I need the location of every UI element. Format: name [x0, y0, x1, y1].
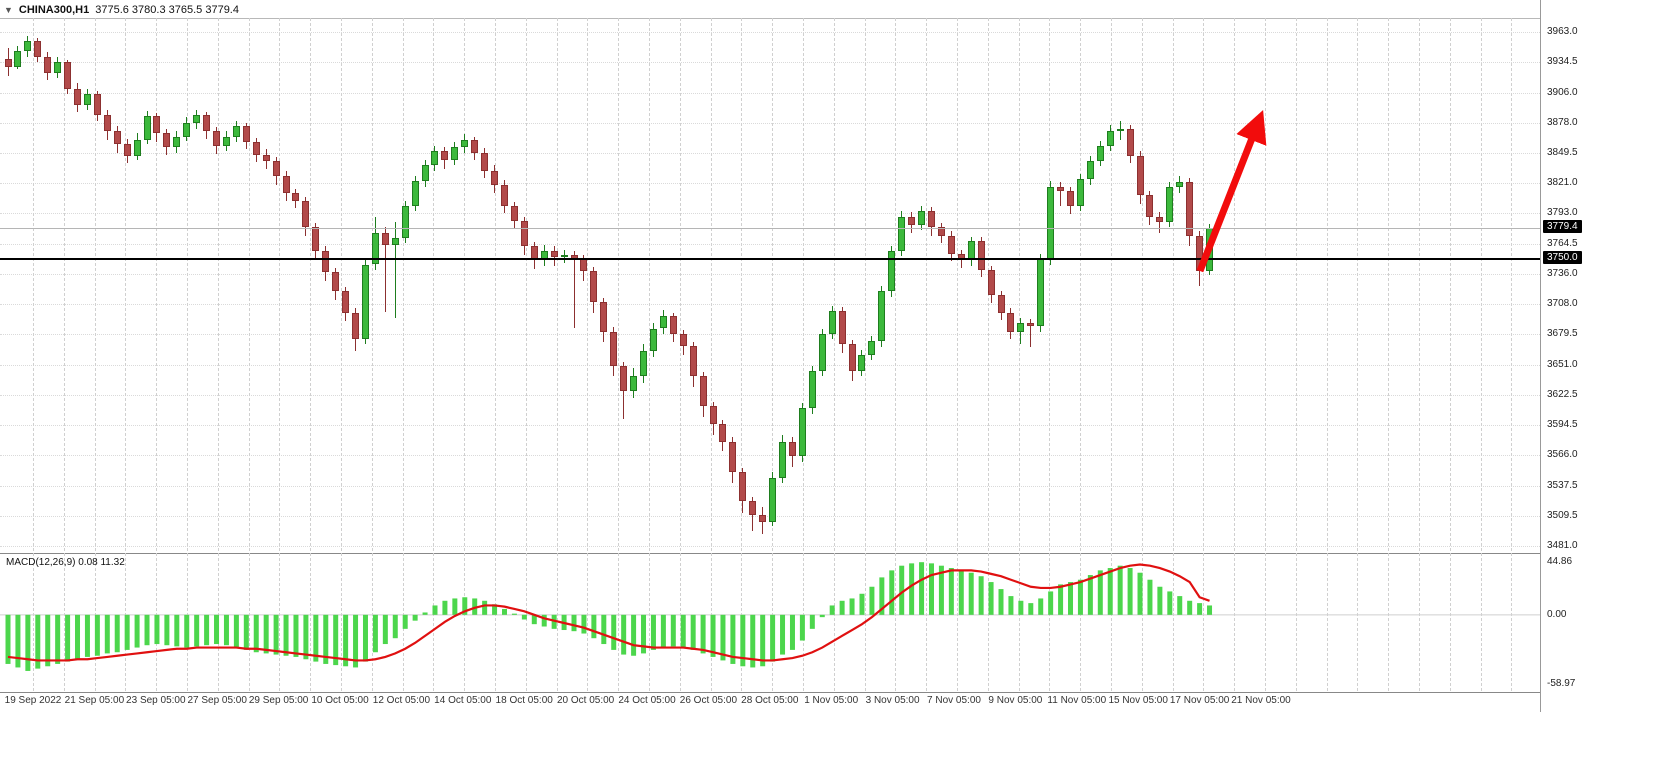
macd-series	[0, 562, 1540, 671]
price-axis-label: 3679.5	[1547, 328, 1578, 340]
time-axis-label: 29 Sep 05:00	[248, 695, 309, 706]
time-axis-label: 21 Nov 05:00	[1231, 695, 1291, 706]
grid-line-horizontal	[0, 213, 1540, 215]
time-axis-label: 17 Nov 05:00	[1169, 695, 1230, 706]
time-axis-label: 18 Oct 05:00	[495, 695, 553, 706]
grid-line-horizontal	[0, 243, 1540, 245]
price-axis-label: 3849.5	[1547, 147, 1578, 159]
time-axis-label: 10 Oct 05:00	[311, 695, 369, 706]
time-axis-label: 7 Nov 05:00	[927, 695, 981, 706]
time-axis-label: 3 Nov 05:00	[865, 695, 920, 706]
price-axis-label: 3537.5	[1547, 479, 1578, 491]
price-axis-label: 3481.0	[1547, 540, 1578, 552]
time-axis-label: 28 Oct 05:00	[741, 695, 799, 706]
price-axis-label: 3736.0	[1547, 268, 1578, 280]
grid-line-horizontal	[0, 334, 1540, 336]
time-axis-label: 19 Sep 2022	[4, 695, 62, 706]
price-axis-label: 3566.0	[1547, 449, 1578, 461]
macd-axis-label: -58.97	[1547, 677, 1576, 689]
time-axis[interactable]: 19 Sep 2022 21 Sep 05:00 23 Sep 05:00 27 Se…	[0, 693, 1673, 709]
grid-line-horizontal	[0, 32, 1540, 33]
price-axis-label: 3878.0	[1547, 116, 1578, 128]
grid-line-horizontal	[0, 274, 1540, 276]
time-axis-label: 9 Nov 05:00	[988, 695, 1043, 706]
ohlc-values: 3775.6 3780.3 3765.5 3779.4	[95, 4, 239, 16]
grid-line-horizontal	[0, 546, 1540, 548]
macd-indicator-label: MACD(12,26,9) 0.08 11.32	[6, 557, 125, 568]
grid-line-horizontal	[0, 425, 1540, 427]
price-axis-label: 3622.5	[1547, 389, 1578, 401]
time-axis-label: 21 Sep 05:00	[64, 695, 125, 706]
price-axis-label: 3594.5	[1547, 419, 1578, 431]
grid-line-horizontal	[0, 122, 1540, 124]
time-axis-label: 11 Nov 05:00	[1047, 695, 1107, 706]
price-axis-label: 3793.0	[1547, 207, 1578, 219]
time-axis-label: 14 Oct 05:00	[434, 695, 492, 706]
price-axis-label: 3708.0	[1547, 297, 1578, 309]
time-axis-label: 24 Oct 05:00	[618, 695, 676, 706]
grid-line-horizontal	[0, 153, 1540, 155]
price-axis-label: 3963.0	[1547, 26, 1578, 37]
symbol-title: CHINA300,H1	[18, 4, 90, 16]
price-plot[interactable]	[0, 18, 1540, 553]
grid-line-horizontal	[0, 455, 1540, 457]
time-axis-label: 20 Oct 05:00	[556, 695, 615, 706]
price-axis-label: 3934.5	[1547, 56, 1578, 68]
grid-line-horizontal	[0, 303, 1540, 305]
time-axis-label: 12 Oct 05:00	[372, 695, 431, 706]
chart-header: ▼ CHINA300,H1 3775.6 3780.3 3765.5 3779.…	[4, 3, 239, 17]
time-axis-label: 27 Sep 05:00	[187, 695, 247, 706]
price-axis-label: 3764.5	[1547, 237, 1578, 249]
time-axis-label: 23 Sep 05:00	[126, 695, 186, 706]
support-line-3750[interactable]	[0, 258, 1540, 261]
grid-line-horizontal	[0, 92, 1540, 94]
price-axis-label: 3906.0	[1547, 86, 1578, 98]
hline-price-badge: 3750.0	[1543, 251, 1582, 265]
grid-line-horizontal	[0, 395, 1540, 397]
time-axis-label: 26 Oct 05:00	[679, 695, 738, 706]
grid-line-horizontal	[0, 62, 1540, 64]
price-axis-label: 3509.5	[1547, 509, 1578, 521]
trend-arrow	[1196, 109, 1267, 273]
grid-line-horizontal	[0, 183, 1540, 185]
grid-line-horizontal	[0, 364, 1540, 366]
symbol-dropdown-icon[interactable]: ▼	[4, 5, 13, 15]
price-axis-label: 3821.0	[1547, 177, 1578, 189]
price-axis-label: 3651.0	[1547, 358, 1578, 370]
current-price-badge: 3779.4	[1543, 219, 1582, 233]
time-axis-label: 1 Nov 05:00	[804, 695, 859, 706]
macd-axis-label: 44.86	[1547, 556, 1573, 568]
macd-plot[interactable]: MACD(12,26,9) 0.08 11.32	[0, 553, 1540, 693]
time-axis-label: 15 Nov 05:00	[1108, 695, 1168, 706]
current-price-line	[0, 227, 1540, 229]
macd-axis-label: 0.00	[1547, 608, 1567, 620]
right-axis[interactable]: 3779.4 3750.0 3963.0 3934.5 3906.0 3878.0 38…	[1540, 0, 1673, 712]
